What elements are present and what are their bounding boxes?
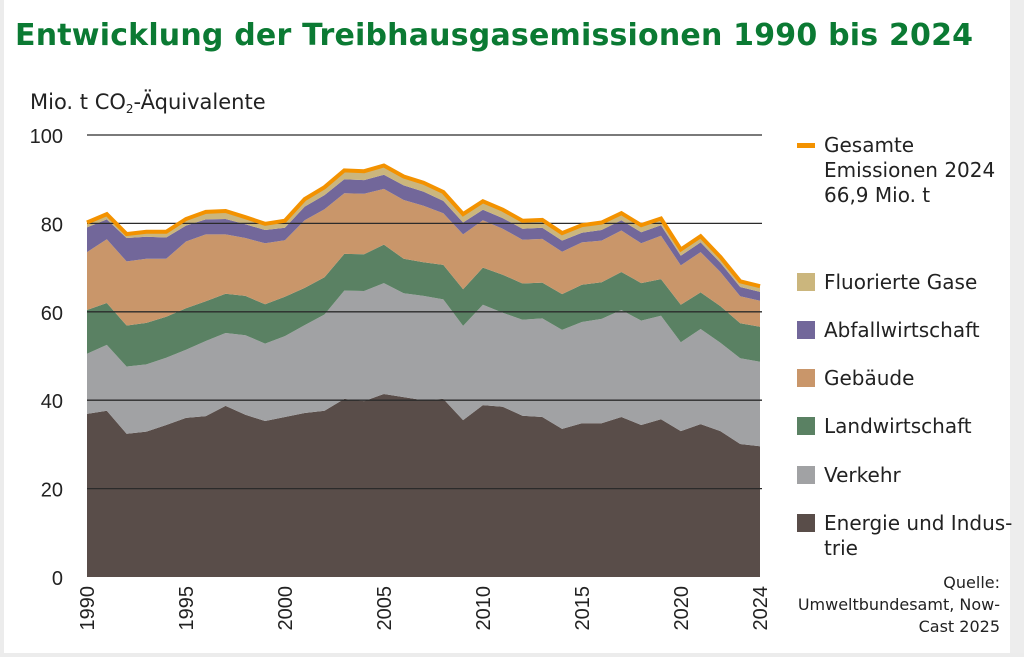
area-gebaeude: [87, 188, 760, 327]
legend-label: Abfallwirtschaft: [824, 318, 980, 342]
legend-swatch-abfallwirtschaft: [797, 321, 815, 339]
legend-label: Fluorierte Gase: [824, 270, 978, 294]
area-fluorierte-gase: [87, 165, 760, 292]
unit-suffix: -Äquivalente: [133, 90, 266, 114]
frame-bottom-border: [0, 653, 1024, 657]
legend-label: Gebäude: [824, 366, 915, 390]
x-tick-label-2020: 2020: [671, 586, 693, 631]
legend-total-text: Gesamte Emissionen 2024 66,9 Mio. t: [824, 133, 995, 208]
area-landwirtschaft: [87, 244, 760, 367]
x-tick-label-2005: 2005: [374, 586, 396, 631]
legend-swatch-landwirtschaft: [797, 417, 815, 435]
source-note: Quelle: Umweltbundesamt, Now- Cast 2025: [798, 572, 1000, 638]
area-layers: [87, 165, 760, 577]
x-tick-label-2024: 2024: [750, 586, 772, 631]
y-axis-unit-label: Mio. t CO2-Äquivalente: [30, 90, 266, 116]
y-tick-labels: 0 20 40 60 80 100: [30, 126, 63, 590]
total-emissions-line-group: [86, 163, 761, 289]
y-tick-label-40: 40: [41, 391, 63, 413]
y-tick-label-20: 20: [41, 480, 63, 502]
legend-total-line2: Emissionen 2024: [824, 158, 996, 182]
chart-title: Entwicklung der Treibhausgasemissionen 1…: [15, 18, 974, 53]
x-tick-label-2015: 2015: [572, 586, 594, 631]
total-emissions-line: [86, 163, 761, 289]
area-abfallwirtschaft: [87, 174, 760, 301]
frame-right-border: [1010, 0, 1024, 657]
legend-swatch-energie-und-industrie: [797, 514, 815, 532]
legend-total-line1: Gesamte: [824, 133, 915, 157]
legend-total-line-icon: [797, 143, 815, 148]
area-verkehr: [87, 283, 760, 447]
unit-prefix: Mio. t CO: [30, 90, 126, 114]
unit-subscript: 2: [125, 102, 134, 116]
frame-left-border: [0, 0, 4, 657]
legend-label: Verkehr: [824, 463, 901, 487]
legend-label-line2: trie: [824, 536, 858, 560]
x-tick-label-2010: 2010: [473, 586, 495, 631]
legend-label-multiline: Energie und Indus- trie: [824, 511, 1012, 561]
y-tick-label-80: 80: [41, 214, 63, 236]
source-line2: Umweltbundesamt, Now-: [797, 595, 1000, 614]
legend-swatch-fluorierte-gase: [797, 273, 815, 291]
x-tick-labels: 1990 1995 2000 2005 2010 2015 2020 2024: [77, 586, 772, 631]
x-tick-label-2000: 2000: [275, 586, 297, 631]
y-tick-label-100: 100: [30, 126, 63, 148]
legend-label: Landwirtschaft: [824, 414, 972, 438]
legend-label-line1: Energie und Indus-: [824, 511, 1013, 535]
x-tick-label-1995: 1995: [176, 586, 198, 631]
y-tick-label-0: 0: [52, 568, 63, 590]
area-energie-und-industrie: [87, 394, 760, 577]
x-tick-label-1990: 1990: [77, 586, 99, 631]
y-tick-label-60: 60: [41, 303, 63, 325]
source-line1: Quelle:: [943, 573, 1000, 592]
legend-total-line3: 66,9 Mio. t: [824, 183, 931, 207]
legend-swatch-verkehr: [797, 466, 815, 484]
source-line3: Cast 2025: [918, 617, 1000, 636]
legend-swatch-gebaeude: [797, 369, 815, 387]
